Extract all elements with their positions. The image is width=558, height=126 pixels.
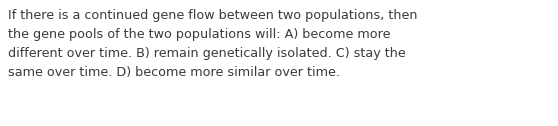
Text: If there is a continued gene flow between two populations, then
the gene pools o: If there is a continued gene flow betwee…	[8, 9, 417, 79]
